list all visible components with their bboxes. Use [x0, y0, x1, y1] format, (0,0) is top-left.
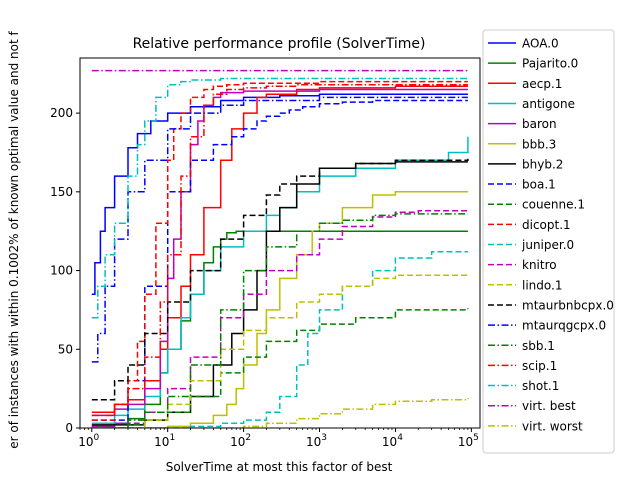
- series-line-juniper-0: [91, 250, 468, 428]
- y-axis-label: er of instances with within 0.1002% of k…: [7, 30, 21, 448]
- legend-label: sbb.1: [522, 339, 555, 353]
- legend-label: boa.1: [522, 178, 556, 192]
- legend-label: dicopt.1: [522, 218, 571, 232]
- legend-label: couenne.1: [522, 198, 585, 212]
- legend-label: juniper.0: [521, 238, 574, 252]
- legend-label: mtaurqgcpx.0: [522, 319, 606, 333]
- series-line-scip-1: [91, 84, 468, 417]
- y-tick-label: 200: [50, 106, 73, 120]
- y-tick-label: 100: [50, 264, 73, 278]
- y-tick-label: 150: [50, 185, 73, 199]
- legend-label: virt. worst: [522, 419, 583, 433]
- chart-title: Relative performance profile (SolverTime…: [133, 36, 426, 52]
- series-line-shot-1: [91, 77, 468, 319]
- x-tick-label: 104: [382, 433, 403, 449]
- legend: AOA.0 Pajarito.0 aecp.1 antigone baron bbb.3 b…: [482, 29, 615, 454]
- x-axis-label: SolverTime at most this factor of best: [166, 460, 393, 474]
- x-tick-label: 103: [306, 433, 327, 449]
- legend-label: baron: [522, 117, 557, 131]
- series-line-aoa-0: [91, 93, 468, 295]
- series-line-mtaurqgcpx-0: [91, 96, 468, 363]
- legend-label: bhyb.2: [522, 157, 563, 171]
- legend-box: [482, 29, 615, 454]
- series-layer: [91, 69, 469, 428]
- series-line-sbb-1: [91, 213, 468, 428]
- legend-label: mtaurbnbcpx.0: [522, 298, 614, 312]
- x-tick-label: 105: [458, 433, 479, 449]
- series-line-virt-worst: [91, 398, 469, 428]
- legend-label: aecp.1: [522, 77, 562, 91]
- axes-layer: 0 50 100 150 200 100 101 102 103 104 105: [50, 57, 481, 449]
- series-line-dicopt-1: [91, 80, 468, 421]
- legend-label: virt. best: [522, 399, 576, 413]
- legend-label: shot.1: [522, 379, 559, 393]
- x-tick-label: 101: [154, 433, 175, 449]
- series-line-knitro: [91, 209, 468, 428]
- legend-label: knitro: [522, 258, 557, 272]
- series-line-pajarito-0: [91, 230, 468, 428]
- legend-label: Pajarito.0: [522, 57, 578, 71]
- legend-label: antigone: [522, 97, 575, 111]
- legend-label: bbb.3: [522, 137, 556, 151]
- x-tick-label: 102: [230, 433, 251, 449]
- y-tick-label: 0: [65, 421, 73, 435]
- legend-label: scip.1: [522, 359, 557, 373]
- y-tick-label: 50: [58, 342, 73, 356]
- series-line-baron: [91, 88, 468, 417]
- series-line-mtaurbnbcpx-0: [91, 158, 469, 401]
- series-line-boa-1: [91, 99, 468, 421]
- x-tick-label: 100: [78, 433, 99, 449]
- legend-label: lindo.1: [522, 278, 562, 292]
- legend-label: AOA.0: [522, 37, 559, 51]
- series-line-couenne-1: [91, 308, 469, 428]
